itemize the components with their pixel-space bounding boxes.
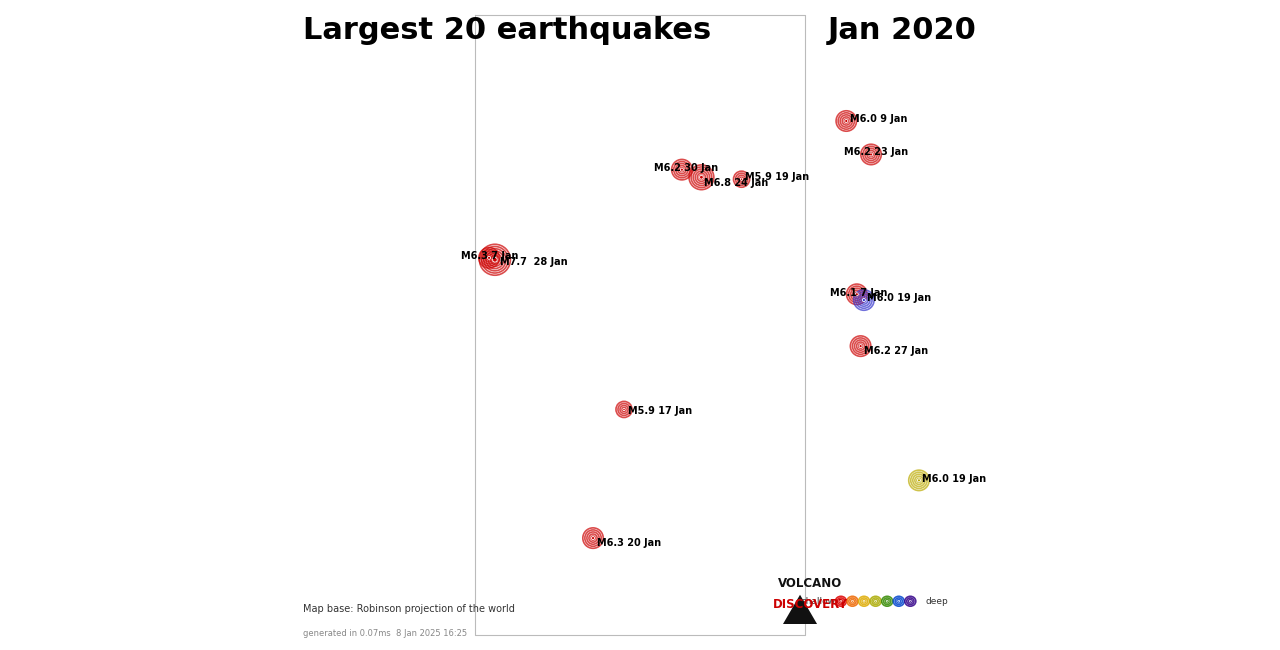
Ellipse shape: [840, 601, 842, 602]
Text: VOLCANO: VOLCANO: [778, 577, 842, 590]
Ellipse shape: [874, 601, 877, 602]
Ellipse shape: [916, 478, 922, 482]
Ellipse shape: [897, 601, 900, 602]
Text: generated in 0.07ms  8 Jan 2025 16:25: generated in 0.07ms 8 Jan 2025 16:25: [303, 629, 467, 638]
Ellipse shape: [845, 120, 847, 122]
Ellipse shape: [869, 152, 873, 157]
Text: shallow: shallow: [801, 597, 836, 606]
Text: M6.0 19 Jan: M6.0 19 Jan: [868, 293, 932, 304]
Text: DISCOVERY: DISCOVERY: [773, 598, 847, 611]
Polygon shape: [783, 595, 817, 624]
Ellipse shape: [855, 292, 859, 296]
Ellipse shape: [680, 168, 684, 172]
Text: M6.0 19 Jan: M6.0 19 Jan: [923, 474, 987, 484]
Text: Map base: Robinson projection of the world: Map base: Robinson projection of the wor…: [303, 604, 515, 614]
Ellipse shape: [740, 177, 744, 181]
Ellipse shape: [851, 601, 854, 602]
Ellipse shape: [488, 256, 490, 259]
Text: Jan 2020: Jan 2020: [828, 16, 977, 46]
Text: M7.7  28 Jan: M7.7 28 Jan: [499, 257, 567, 266]
Text: M6.2 30 Jan: M6.2 30 Jan: [654, 163, 718, 173]
Ellipse shape: [855, 292, 859, 296]
Ellipse shape: [622, 408, 626, 411]
Ellipse shape: [488, 256, 492, 260]
Ellipse shape: [859, 344, 863, 348]
Text: Largest 20 earthquakes: Largest 20 earthquakes: [303, 16, 712, 46]
Ellipse shape: [591, 536, 595, 540]
Ellipse shape: [863, 298, 865, 302]
Text: M5.9 17 Jan: M5.9 17 Jan: [628, 406, 692, 416]
Ellipse shape: [493, 257, 497, 262]
Ellipse shape: [623, 408, 625, 411]
Ellipse shape: [845, 119, 849, 123]
Text: M6.2 23 Jan: M6.2 23 Jan: [845, 147, 909, 157]
Ellipse shape: [699, 176, 704, 179]
Ellipse shape: [859, 344, 863, 348]
Ellipse shape: [886, 601, 888, 602]
Ellipse shape: [918, 479, 920, 482]
Text: M5.9 19 Jan: M5.9 19 Jan: [745, 172, 809, 183]
Text: M6.3 20 Jan: M6.3 20 Jan: [596, 538, 662, 548]
Ellipse shape: [869, 153, 873, 156]
Ellipse shape: [861, 298, 865, 302]
Text: M6.3 7 Jan: M6.3 7 Jan: [461, 251, 518, 261]
Ellipse shape: [863, 601, 865, 602]
Ellipse shape: [740, 178, 742, 181]
Text: M6.1 7 Jan: M6.1 7 Jan: [829, 287, 887, 298]
Ellipse shape: [493, 257, 497, 262]
Ellipse shape: [591, 536, 595, 540]
Ellipse shape: [700, 176, 703, 179]
Text: M6.8 24 Jan: M6.8 24 Jan: [704, 178, 768, 188]
Text: M6.0 9 Jan: M6.0 9 Jan: [850, 114, 908, 124]
Text: M6.2 27 Jan: M6.2 27 Jan: [864, 346, 928, 356]
Ellipse shape: [909, 601, 911, 602]
Text: deep: deep: [925, 597, 948, 606]
Polygon shape: [475, 16, 805, 634]
Ellipse shape: [681, 168, 684, 171]
